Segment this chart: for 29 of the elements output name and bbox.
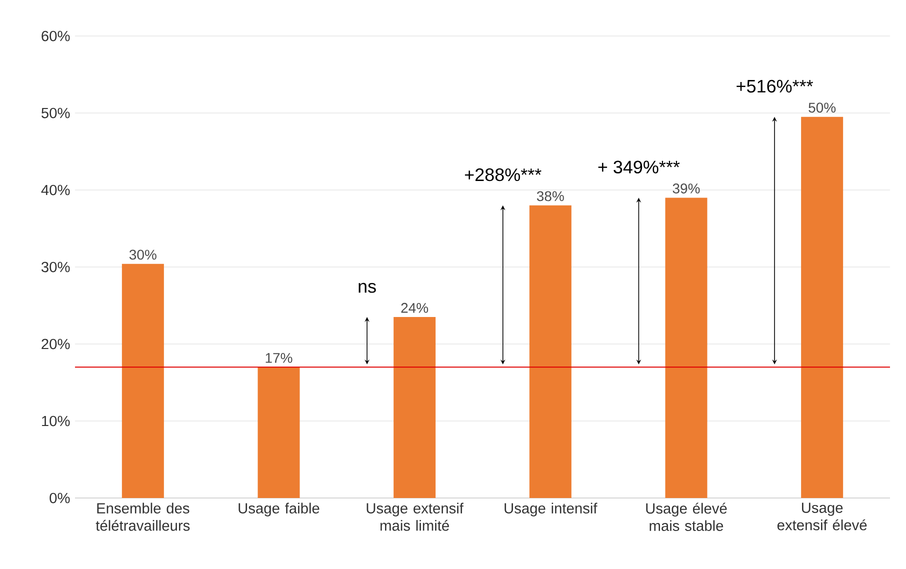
bar [665,198,708,498]
annotation: +288%*** [464,168,542,182]
y-tick-label: 10% [42,416,70,426]
bar [394,317,436,498]
y-tick-label: 40% [41,184,70,196]
y-tick-label: 60% [42,30,70,42]
y-tick-label: 20% [42,338,70,350]
y-tick-label: 30% [42,262,70,272]
data-label: 39% [672,184,700,194]
x-tick-label: Usage extensif mais limité [366,502,464,531]
annotation: + 349%*** [598,160,680,174]
y-tick-label: 50% [42,108,70,118]
data-label: 24% [401,302,428,313]
bar [122,264,164,498]
bar [258,367,300,498]
x-tick-label: Ensemble des télétravailleurs [96,502,190,531]
x-tick-label: Usage faible [238,502,320,516]
y-tick-label: 0% [50,492,70,504]
x-tick-label: Usage extensif élevé [777,502,867,530]
bar [529,205,572,498]
annotation: +516%*** [736,80,814,93]
data-label: 38% [536,191,564,202]
data-label: 17% [266,353,292,363]
x-tick-label: Usage intensif [504,502,598,516]
x-tick-label: Usage élevé mais stable [646,502,727,531]
data-label: 30% [129,250,156,260]
annotation: ns [358,282,376,293]
bar [801,116,844,498]
data-label: 50% [808,102,836,113]
